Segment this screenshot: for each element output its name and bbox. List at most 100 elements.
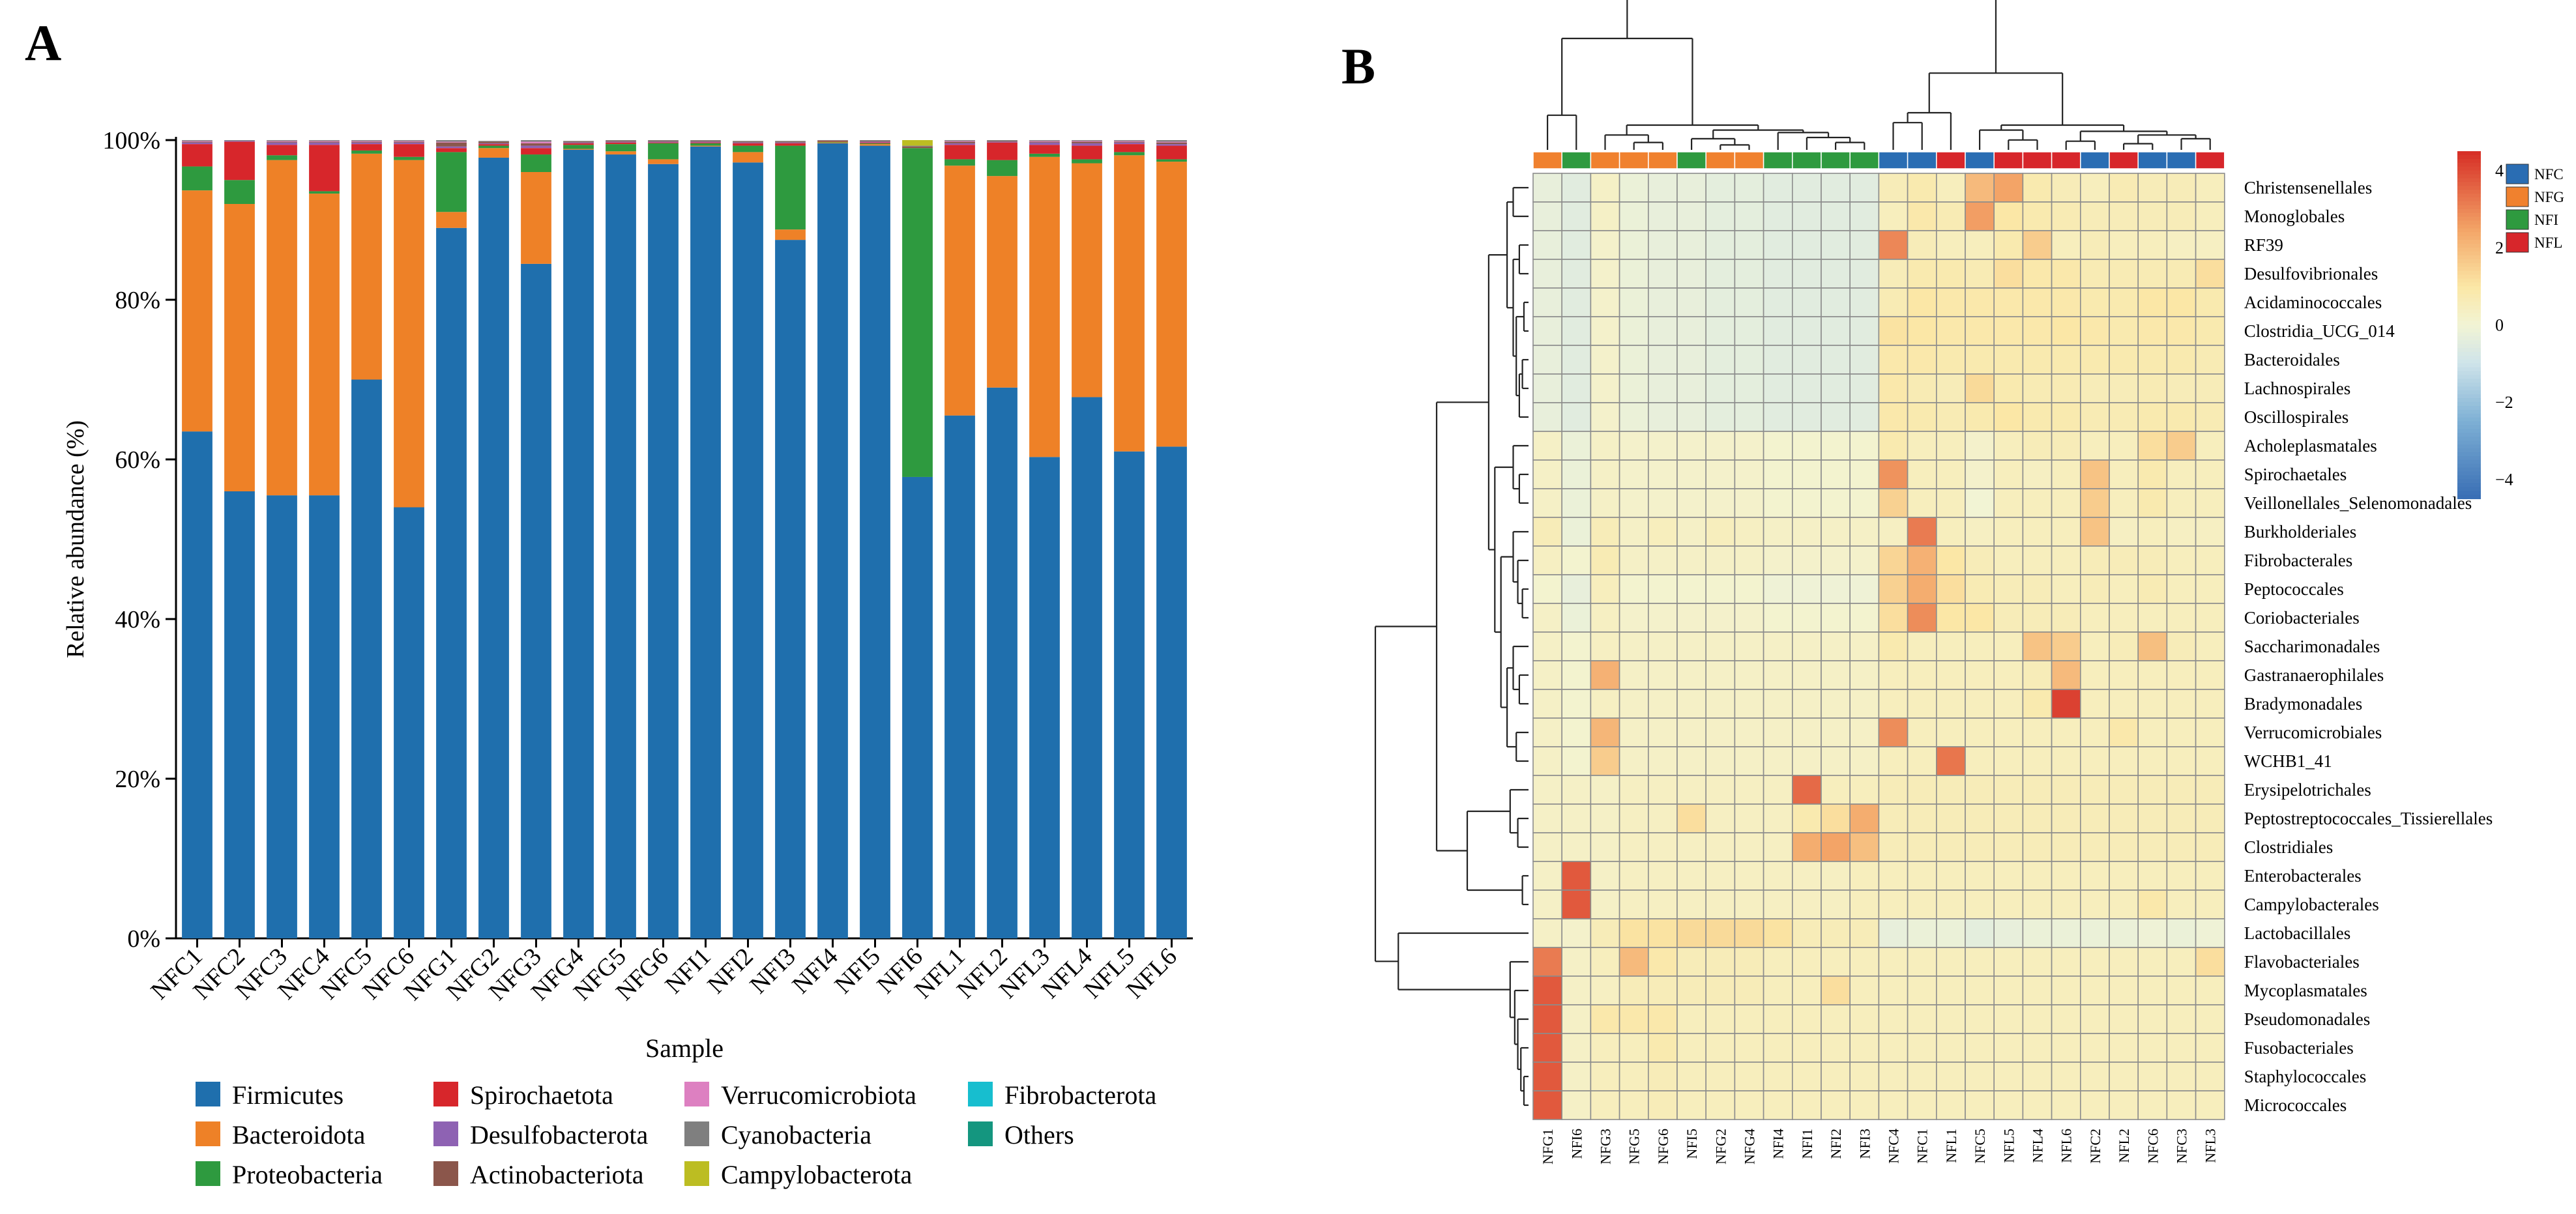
heatmap-cell: [1849, 1004, 1880, 1034]
heatmap-cell: [1618, 345, 1649, 375]
heatmap-cell: [1705, 574, 1736, 604]
heatmap-cell: [1993, 889, 2024, 919]
heatmap-cell: [1648, 746, 1678, 776]
heatmap-cell: [1907, 717, 1937, 747]
bar-segment: [987, 141, 1017, 143]
heatmap-cell: [2137, 373, 2168, 403]
heatmap-cell: [1821, 1062, 1851, 1091]
heatmap-cell: [1532, 1090, 1563, 1120]
heatmap-cell: [1821, 603, 1851, 633]
heatmap-cell: [1878, 402, 1909, 432]
heatmap-cell: [1532, 431, 1563, 461]
heatmap-cell: [2137, 287, 2168, 317]
bar-segment: [563, 149, 594, 939]
scale-step: [2457, 325, 2481, 330]
heatmap-cell: [1878, 1090, 1909, 1120]
heatmap-cell: [1763, 316, 1793, 346]
heatmap-cell: [1993, 976, 2024, 1005]
heatmap-cell: [1705, 230, 1736, 260]
heatmap-cell: [1734, 660, 1764, 690]
y-tick-label: 20%: [115, 766, 160, 793]
heatmap-cell: [1763, 1090, 1793, 1120]
heatmap-cell: [2022, 345, 2053, 375]
heatmap-cell: [1936, 345, 1966, 375]
heatmap-cell: [1705, 517, 1736, 547]
heatmap-cell: [1763, 1033, 1793, 1063]
heatmap-cell: [1590, 259, 1620, 289]
heatmap-cell: [2022, 1090, 2053, 1120]
bar-stack: [309, 140, 340, 938]
scale-tick-label: −2: [2495, 393, 2513, 412]
heatmap-cell: [2051, 259, 2081, 289]
heatmap-cell: [1849, 1090, 1880, 1120]
heatmap-cell: [2195, 803, 2225, 833]
bar-segment: [1072, 143, 1102, 146]
heatmap-cell: [1993, 402, 2024, 432]
heatmap-cell: [2195, 259, 2225, 289]
x-tick-label: NFI3: [744, 943, 800, 999]
bar-segment: [1156, 162, 1187, 447]
heatmap-cell: [1734, 201, 1764, 231]
bar-segment: [224, 140, 255, 141]
heatmap-cell: [1878, 603, 1909, 633]
row-label: Enterobacterales: [2244, 866, 2362, 886]
bar-segment: [309, 141, 340, 143]
heatmap-cell: [2080, 574, 2110, 604]
heatmap-cell: [2080, 1062, 2110, 1091]
heatmap-cell: [1532, 660, 1563, 690]
bar-segment: [351, 142, 382, 145]
bar-segment: [775, 240, 806, 938]
heatmap-cell: [1734, 717, 1764, 747]
heatmap-cell: [1734, 746, 1764, 776]
y-tick-label: 60%: [115, 446, 160, 474]
heatmap-cell: [2051, 1090, 2081, 1120]
heatmap-cell: [2195, 574, 2225, 604]
heatmap-cell: [1532, 517, 1563, 547]
heatmap-cell: [1734, 545, 1764, 575]
heatmap-cell: [1792, 173, 1822, 203]
scale-step: [2457, 421, 2481, 426]
heatmap-cell: [2137, 1062, 2168, 1091]
heatmap-cell: [1965, 803, 1995, 833]
heatmap-cell: [1965, 230, 1995, 260]
bar-stack: [902, 140, 933, 938]
heatmap-cell: [1936, 287, 1966, 317]
heatmap-cell: [1821, 345, 1851, 375]
heatmap-cell: [2051, 373, 2081, 403]
heatmap-cell: [1907, 889, 1937, 919]
heatmap-cell: [2166, 976, 2197, 1005]
scale-step: [2457, 282, 2481, 287]
heatmap-cell: [2080, 431, 2110, 461]
heatmap-cell: [1763, 947, 1793, 977]
group-cell: [1849, 151, 1880, 169]
heatmap-cell: [2166, 631, 2197, 661]
heatmap-cell: [1907, 316, 1937, 346]
heatmap-cell: [2166, 373, 2197, 403]
bar-segment: [606, 141, 636, 143]
heatmap-cell: [1561, 1090, 1592, 1120]
heatmap-cell: [1792, 574, 1822, 604]
heatmap-cell: [1878, 660, 1909, 690]
heatmap-cell: [2080, 918, 2110, 948]
row-label: Staphylococcales: [2244, 1067, 2366, 1086]
heatmap-cell: [2137, 545, 2168, 575]
bar-segment: [1156, 144, 1187, 146]
heatmap-cell: [1648, 402, 1678, 432]
heatmap-cell: [1993, 746, 2024, 776]
group-cell: [1561, 151, 1592, 169]
heatmap-cell: [1792, 545, 1822, 575]
heatmap-cell: [1936, 402, 1966, 432]
scale-step: [2457, 363, 2481, 368]
heatmap-cell: [1590, 402, 1620, 432]
scale-step: [2457, 151, 2481, 156]
group-cell: [1648, 151, 1678, 169]
scale-step: [2457, 220, 2481, 225]
heatmap-cell: [1618, 803, 1649, 833]
bar-segment: [648, 164, 679, 938]
bar-segment: [860, 144, 890, 146]
bar-segment: [817, 141, 848, 143]
bar-segment: [1156, 140, 1187, 142]
heatmap-cell: [2195, 488, 2225, 518]
heatmap-cell: [1618, 1004, 1649, 1034]
heatmap-cell: [2195, 832, 2225, 862]
